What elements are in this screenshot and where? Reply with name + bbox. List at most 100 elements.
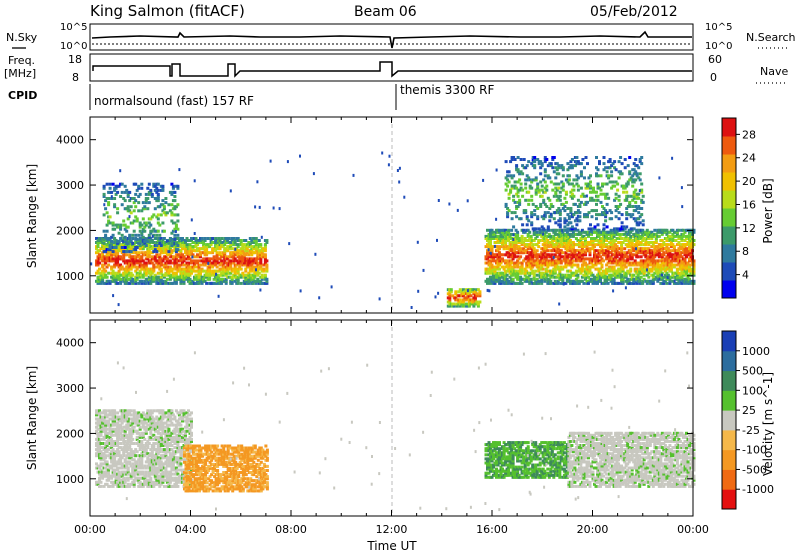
power-echo-cell bbox=[161, 203, 165, 207]
power-echo-cell bbox=[604, 166, 608, 170]
power-echo-cell bbox=[138, 192, 142, 196]
power-echo-cell bbox=[490, 245, 494, 249]
power-echo-cell bbox=[669, 255, 673, 259]
cpid-label: CPID bbox=[8, 89, 37, 102]
power-echo-cell bbox=[178, 168, 181, 172]
power-echo-cell bbox=[556, 239, 560, 242]
power-echo-cell bbox=[555, 198, 559, 202]
power-echo-cell bbox=[159, 213, 163, 217]
power-colorbar-segment bbox=[722, 190, 736, 209]
power-echo-cell bbox=[513, 255, 517, 259]
power-echo-cell bbox=[662, 265, 666, 269]
power-echo-cell bbox=[566, 223, 570, 227]
power-echo-cell bbox=[496, 265, 500, 269]
power-echo-cell bbox=[635, 221, 639, 225]
power-echo-cell bbox=[205, 249, 209, 253]
power-echo-cell bbox=[288, 242, 291, 246]
power-echo-cell bbox=[193, 179, 196, 183]
power-echo-cell bbox=[250, 269, 254, 273]
power-echo-cell bbox=[111, 257, 115, 261]
power-echo-cell bbox=[567, 174, 571, 178]
power-echo-cell bbox=[152, 269, 156, 273]
power-echo-cell bbox=[239, 275, 243, 279]
power-echo-cell bbox=[113, 237, 117, 241]
power-echo-cell bbox=[144, 223, 148, 227]
power-echo-cell bbox=[117, 184, 121, 188]
power-echo-cell bbox=[144, 199, 148, 203]
power-echo-cell bbox=[625, 196, 629, 200]
power-echo-cell bbox=[510, 281, 514, 285]
power-echo-cell bbox=[504, 275, 508, 279]
power-echo-cell bbox=[223, 253, 227, 257]
power-echo-cell bbox=[489, 281, 492, 285]
power-echo-cell bbox=[218, 253, 222, 257]
power-colorbar-tick-label: 4 bbox=[742, 269, 749, 282]
power-echo-cell bbox=[501, 259, 504, 263]
power-echo-cell bbox=[534, 269, 538, 273]
power-echo-cell bbox=[602, 232, 605, 236]
power-echo-cell bbox=[582, 259, 586, 263]
power-echo-cell bbox=[257, 267, 261, 271]
power-echo-cell bbox=[685, 255, 688, 259]
power-echo-cell bbox=[606, 277, 610, 281]
power-echo-cell bbox=[486, 288, 489, 292]
power-echo-cell bbox=[257, 255, 261, 259]
power-echo-cell bbox=[555, 228, 559, 232]
power-echo-cell bbox=[620, 247, 624, 251]
velocity-echo-cell bbox=[96, 417, 100, 421]
velocity-echo-cell bbox=[95, 462, 98, 466]
power-echo-cell bbox=[472, 292, 476, 296]
power-echo-cell bbox=[199, 259, 202, 263]
power-echo-cell bbox=[571, 271, 575, 275]
power-echo-cell bbox=[510, 253, 514, 257]
power-echo-cell bbox=[680, 251, 684, 255]
power-echo-cell bbox=[582, 263, 586, 267]
power-echo-cell bbox=[623, 251, 627, 255]
power-echo-cell bbox=[582, 253, 586, 257]
power-echo-cell bbox=[558, 225, 562, 229]
power-echo-cell bbox=[469, 294, 473, 298]
power-echo-cell bbox=[188, 267, 192, 271]
power-echo-cell bbox=[623, 247, 627, 251]
power-echo-cell bbox=[489, 261, 492, 265]
power-echo-cell bbox=[513, 184, 517, 188]
power-echo-cell bbox=[135, 237, 139, 241]
power-echo-cell bbox=[626, 180, 630, 184]
power-echo-cell bbox=[543, 251, 547, 255]
power-echo-cell bbox=[164, 279, 168, 283]
velocity-echo-cell bbox=[99, 464, 103, 468]
power-echo-cell bbox=[140, 257, 144, 261]
power-echo-cell bbox=[579, 174, 583, 178]
power-echo-cell bbox=[618, 257, 622, 261]
power-echo-cell bbox=[575, 182, 579, 186]
power-echo-cell bbox=[96, 255, 100, 259]
power-echo-cell bbox=[188, 279, 192, 283]
power-echo-cell bbox=[555, 243, 559, 247]
power-echo-cell bbox=[191, 255, 194, 259]
power-echo-cell bbox=[193, 263, 196, 267]
power-echo-cell bbox=[543, 168, 547, 172]
power-echo-cell bbox=[582, 249, 586, 253]
power-echo-cell bbox=[155, 244, 159, 247]
velocity-echo-cell bbox=[108, 454, 112, 458]
power-echo-cell bbox=[502, 245, 506, 249]
power-echo-cell bbox=[158, 253, 162, 257]
power-echo-cell bbox=[629, 251, 633, 255]
power-echo-cell bbox=[193, 277, 196, 281]
power-echo-cell bbox=[570, 164, 574, 168]
power-echo-cell bbox=[537, 188, 541, 192]
power-echo-cell bbox=[636, 275, 640, 279]
power-echo-cell bbox=[591, 239, 595, 242]
power-echo-cell bbox=[551, 166, 555, 170]
power-echo-cell bbox=[126, 205, 130, 209]
power-echo-cell bbox=[460, 300, 464, 304]
power-echo-cell bbox=[606, 249, 610, 253]
power-echo-cell bbox=[547, 263, 551, 267]
velocity-echo-cell bbox=[104, 472, 108, 476]
power-echo-cell bbox=[263, 273, 267, 277]
power-echo-cell bbox=[116, 207, 120, 211]
power-echo-cell bbox=[686, 275, 690, 279]
power-echo-cell bbox=[220, 279, 224, 283]
velocity-echo-cell bbox=[98, 476, 101, 480]
